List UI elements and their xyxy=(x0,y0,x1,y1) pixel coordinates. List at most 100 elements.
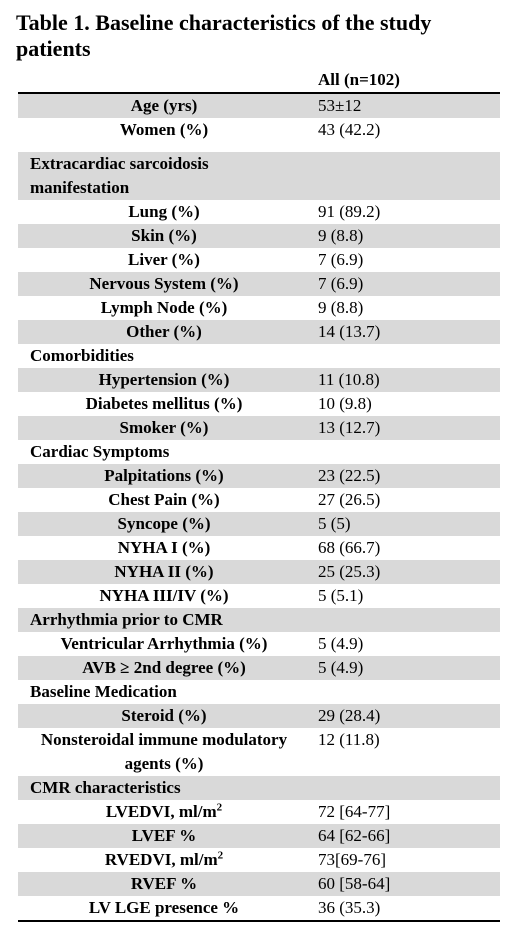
value-cell: 14 (13.7) xyxy=(318,322,381,341)
value-cell: 60 [58-64] xyxy=(318,874,391,893)
data-row: AVB ≥ 2nd degree (%) 5 (4.9) xyxy=(18,656,500,680)
value-cell: 5 (5) xyxy=(318,514,351,533)
label-text: Age (yrs) xyxy=(130,96,198,115)
value-cell: 5 (4.9) xyxy=(318,658,364,677)
label-text: Liver (%) xyxy=(128,250,200,269)
header-cell: All (n=102) xyxy=(318,70,400,89)
row-label: Women (%) xyxy=(18,118,310,142)
value-cell: 7 (6.9) xyxy=(318,250,364,269)
section-title: Extracardiac sarcoidosis manifestation xyxy=(30,154,209,197)
row-label: Nervous System (%) xyxy=(18,272,310,296)
label-text: LV LGE presence % xyxy=(88,898,240,917)
header-row: All (n=102) xyxy=(18,68,500,94)
section-title: Cardiac Symptoms xyxy=(30,442,170,461)
value-cell: 23 (22.5) xyxy=(318,466,381,485)
row-label: Other (%) xyxy=(18,320,310,344)
value-cell: 72 [64-77] xyxy=(318,802,391,821)
label-text: LVEF % xyxy=(131,826,197,845)
row-label: RVEF % xyxy=(18,872,310,896)
section-title: Baseline Medication xyxy=(30,682,177,701)
data-row: Chest Pain (%) 27 (26.5) xyxy=(18,488,500,512)
data-row: Nonsteroidal immune modulatory agents (%… xyxy=(18,728,500,776)
data-row: NYHA II (%) 25 (25.3) xyxy=(18,560,500,584)
section-row: Cardiac Symptoms xyxy=(18,440,500,464)
label-text: Hypertension (%) xyxy=(98,370,230,389)
value-cell: 53±12 xyxy=(318,96,362,115)
row-label: LVEF % xyxy=(18,824,310,848)
row-label: Liver (%) xyxy=(18,248,310,272)
header-blank xyxy=(18,68,310,92)
data-row: RVEF % 60 [58-64] xyxy=(18,872,500,896)
label-text: LVEDVI, ml/m xyxy=(105,802,217,821)
value-cell xyxy=(310,344,500,368)
section-row: Comorbidities xyxy=(18,344,500,368)
label-text: Smoker (%) xyxy=(119,418,209,437)
value-cell: 9 (8.8) xyxy=(318,226,364,245)
label-superscript: 2 xyxy=(216,801,223,814)
section-title: Arrhythmia prior to CMR xyxy=(30,610,223,629)
label-text: Steroid (%) xyxy=(121,706,207,725)
section-row: Extracardiac sarcoidosis manifestation xyxy=(18,152,500,200)
row-label: Lung (%) xyxy=(18,200,310,224)
table: All (n=102) Age (yrs) 53±12 Women (%) 43 (4… xyxy=(18,68,500,922)
value-cell: 68 (66.7) xyxy=(318,538,381,557)
data-row: Syncope (%) 5 (5) xyxy=(18,512,500,536)
value-cell: 7 (6.9) xyxy=(318,274,364,293)
row-label: LVEDVI, ml/m2 xyxy=(18,800,310,824)
data-row: Women (%) 43 (42.2) xyxy=(18,118,500,142)
section-title: CMR characteristics xyxy=(30,778,181,797)
label-text: RVEF % xyxy=(130,874,198,893)
value-cell: 43 (42.2) xyxy=(318,120,381,139)
value-cell: 64 [62-66] xyxy=(318,826,391,845)
label-text: NYHA II (%) xyxy=(114,562,214,581)
row-label: Palpitations (%) xyxy=(18,464,310,488)
row-label: LV LGE presence % xyxy=(18,896,310,920)
row-label: Steroid (%) xyxy=(18,704,310,728)
row-label: Age (yrs) xyxy=(18,94,310,118)
data-row: Hypertension (%) 11 (10.8) xyxy=(18,368,500,392)
row-label: Ventricular Arrhythmia (%) xyxy=(18,632,310,656)
data-row: Lymph Node (%) 9 (8.8) xyxy=(18,296,500,320)
value-cell: 91 (89.2) xyxy=(318,202,381,221)
row-label: NYHA I (%) xyxy=(18,536,310,560)
value-cell xyxy=(310,608,500,632)
label-text: Women (%) xyxy=(119,120,209,139)
value-cell: 36 (35.3) xyxy=(318,898,381,917)
row-label: Lymph Node (%) xyxy=(18,296,310,320)
data-row: RVEDVI, ml/m2 73[69-76] xyxy=(18,848,500,872)
value-cell: 25 (25.3) xyxy=(318,562,381,581)
label-text: NYHA III/IV (%) xyxy=(99,586,229,605)
label-text: Skin (%) xyxy=(131,226,197,245)
page: Table 1. Baseline characteristics of the… xyxy=(0,10,516,932)
label-text: Lymph Node (%) xyxy=(100,298,228,317)
row-label: NYHA III/IV (%) xyxy=(18,584,310,608)
data-row: Diabetes mellitus (%) 10 (9.8) xyxy=(18,392,500,416)
value-cell: 5 (5.1) xyxy=(318,586,364,605)
row-label: Diabetes mellitus (%) xyxy=(18,392,310,416)
label-text: NYHA I (%) xyxy=(117,538,211,557)
spacer xyxy=(18,142,500,152)
row-label: NYHA II (%) xyxy=(18,560,310,584)
value-cell: 13 (12.7) xyxy=(318,418,381,437)
row-label: Nonsteroidal immune modulatory agents (%… xyxy=(18,728,310,776)
label-text: RVEDVI, ml/m xyxy=(104,850,218,869)
value-cell xyxy=(310,152,500,200)
row-label: Syncope (%) xyxy=(18,512,310,536)
value-cell xyxy=(310,680,500,704)
label-text: Other (%) xyxy=(126,322,202,341)
label-text: Diabetes mellitus (%) xyxy=(85,394,243,413)
label-text: AVB ≥ 2nd degree (%) xyxy=(82,658,246,677)
row-label: Smoker (%) xyxy=(18,416,310,440)
data-row: Palpitations (%) 23 (22.5) xyxy=(18,464,500,488)
data-row: LV LGE presence % 36 (35.3) xyxy=(18,896,500,922)
data-row: Nervous System (%) 7 (6.9) xyxy=(18,272,500,296)
data-row: LVEF % 64 [62-66] xyxy=(18,824,500,848)
label-text: Nervous System (%) xyxy=(89,274,239,293)
label-text: Ventricular Arrhythmia (%) xyxy=(60,634,268,653)
row-label: Skin (%) xyxy=(18,224,310,248)
data-row: LVEDVI, ml/m2 72 [64-77] xyxy=(18,800,500,824)
value-cell: 29 (28.4) xyxy=(318,706,381,725)
table-title: Table 1. Baseline characteristics of the… xyxy=(16,10,432,61)
value-cell: 73[69-76] xyxy=(318,850,386,869)
data-row: Ventricular Arrhythmia (%) 5 (4.9) xyxy=(18,632,500,656)
